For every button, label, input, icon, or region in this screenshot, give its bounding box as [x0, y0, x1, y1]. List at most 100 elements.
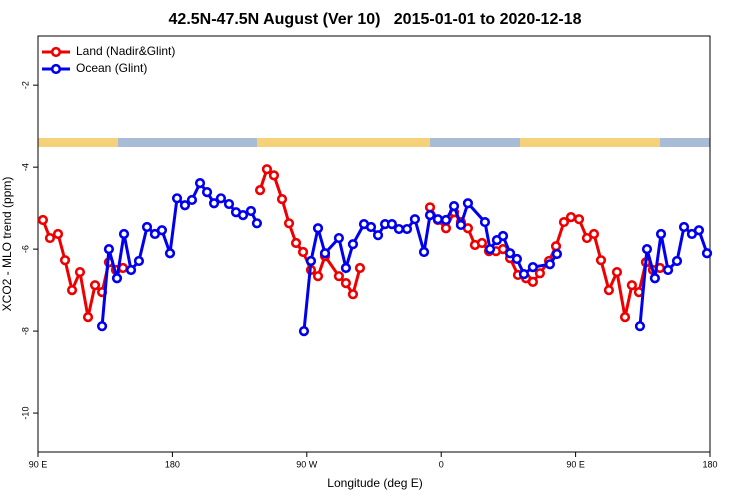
point — [393, 223, 405, 235]
y-tick-label: -2 — [20, 81, 30, 89]
point — [298, 325, 310, 337]
point — [518, 269, 530, 280]
point — [89, 280, 101, 291]
y-tick-label: -8 — [20, 327, 30, 335]
point — [581, 232, 593, 244]
point — [418, 246, 430, 258]
point — [550, 241, 562, 252]
point — [401, 223, 413, 235]
point — [59, 255, 71, 266]
point — [504, 248, 516, 259]
point — [573, 214, 585, 225]
point — [424, 210, 436, 221]
point — [527, 276, 538, 288]
point — [237, 210, 249, 221]
point — [44, 232, 56, 244]
point — [333, 232, 345, 244]
point — [254, 185, 266, 196]
y-tick-label: -10 — [20, 407, 30, 420]
point — [365, 221, 377, 233]
point — [678, 221, 690, 233]
point — [276, 194, 288, 205]
point — [179, 200, 191, 211]
point — [432, 214, 444, 225]
point — [103, 244, 115, 255]
point — [603, 285, 615, 296]
point — [215, 193, 227, 204]
legend-marker — [50, 63, 62, 75]
point — [305, 255, 317, 267]
point — [171, 193, 183, 204]
point — [268, 170, 280, 181]
point — [595, 255, 607, 266]
point — [527, 262, 538, 273]
point — [118, 228, 130, 240]
point — [662, 264, 674, 276]
point — [208, 198, 220, 209]
point — [156, 225, 168, 236]
point — [544, 259, 556, 270]
point — [558, 216, 570, 228]
point — [455, 219, 467, 231]
point — [671, 255, 683, 267]
map-strip — [38, 138, 710, 147]
point — [133, 255, 145, 267]
point — [551, 248, 563, 260]
point — [448, 200, 460, 212]
point — [347, 289, 359, 300]
point — [347, 239, 359, 250]
point — [312, 271, 324, 282]
point — [201, 187, 213, 198]
point — [476, 237, 488, 249]
series-line — [638, 224, 709, 327]
point — [565, 212, 577, 223]
point — [223, 198, 235, 210]
point — [588, 228, 600, 240]
point — [96, 321, 108, 332]
point — [479, 216, 491, 228]
point — [386, 219, 398, 230]
point — [186, 194, 198, 206]
x-tick-label: 180 — [165, 459, 180, 469]
point — [497, 230, 509, 242]
point — [462, 198, 474, 209]
plot-frame — [37, 35, 711, 453]
point — [290, 237, 302, 249]
series — [96, 178, 713, 337]
point — [319, 248, 331, 259]
point — [354, 262, 366, 274]
point — [245, 205, 257, 217]
legend-label: Ocean (Glint) — [76, 61, 147, 75]
point — [283, 218, 295, 229]
point — [312, 223, 324, 234]
chart-title: 42.5N-47.5N August (Ver 10) 2015-01-01 t… — [169, 11, 582, 28]
x-tick-label: 90 E — [566, 459, 585, 469]
x-axis-label: Longitude (deg E) — [327, 476, 422, 490]
point — [409, 214, 421, 225]
y-tick-label: -4 — [20, 163, 30, 171]
point — [164, 248, 176, 259]
x-tick-label: 180 — [702, 459, 717, 469]
legend-marker — [50, 46, 62, 58]
x-tick-label: 90 W — [296, 459, 318, 469]
point — [372, 230, 384, 241]
point — [141, 221, 153, 233]
point — [641, 244, 653, 255]
point — [52, 228, 64, 240]
point — [333, 271, 345, 282]
point — [261, 164, 273, 175]
point — [125, 264, 137, 276]
series-line — [100, 180, 259, 327]
point — [611, 266, 623, 278]
point — [634, 321, 646, 332]
point — [82, 312, 94, 323]
point — [655, 228, 667, 240]
point — [111, 273, 123, 284]
point — [440, 214, 452, 226]
y-axis-label: XCO2 - MLO trend (ppm) — [0, 177, 14, 312]
point — [693, 225, 705, 236]
point — [619, 312, 631, 323]
y-tick-label: -6 — [20, 245, 30, 253]
